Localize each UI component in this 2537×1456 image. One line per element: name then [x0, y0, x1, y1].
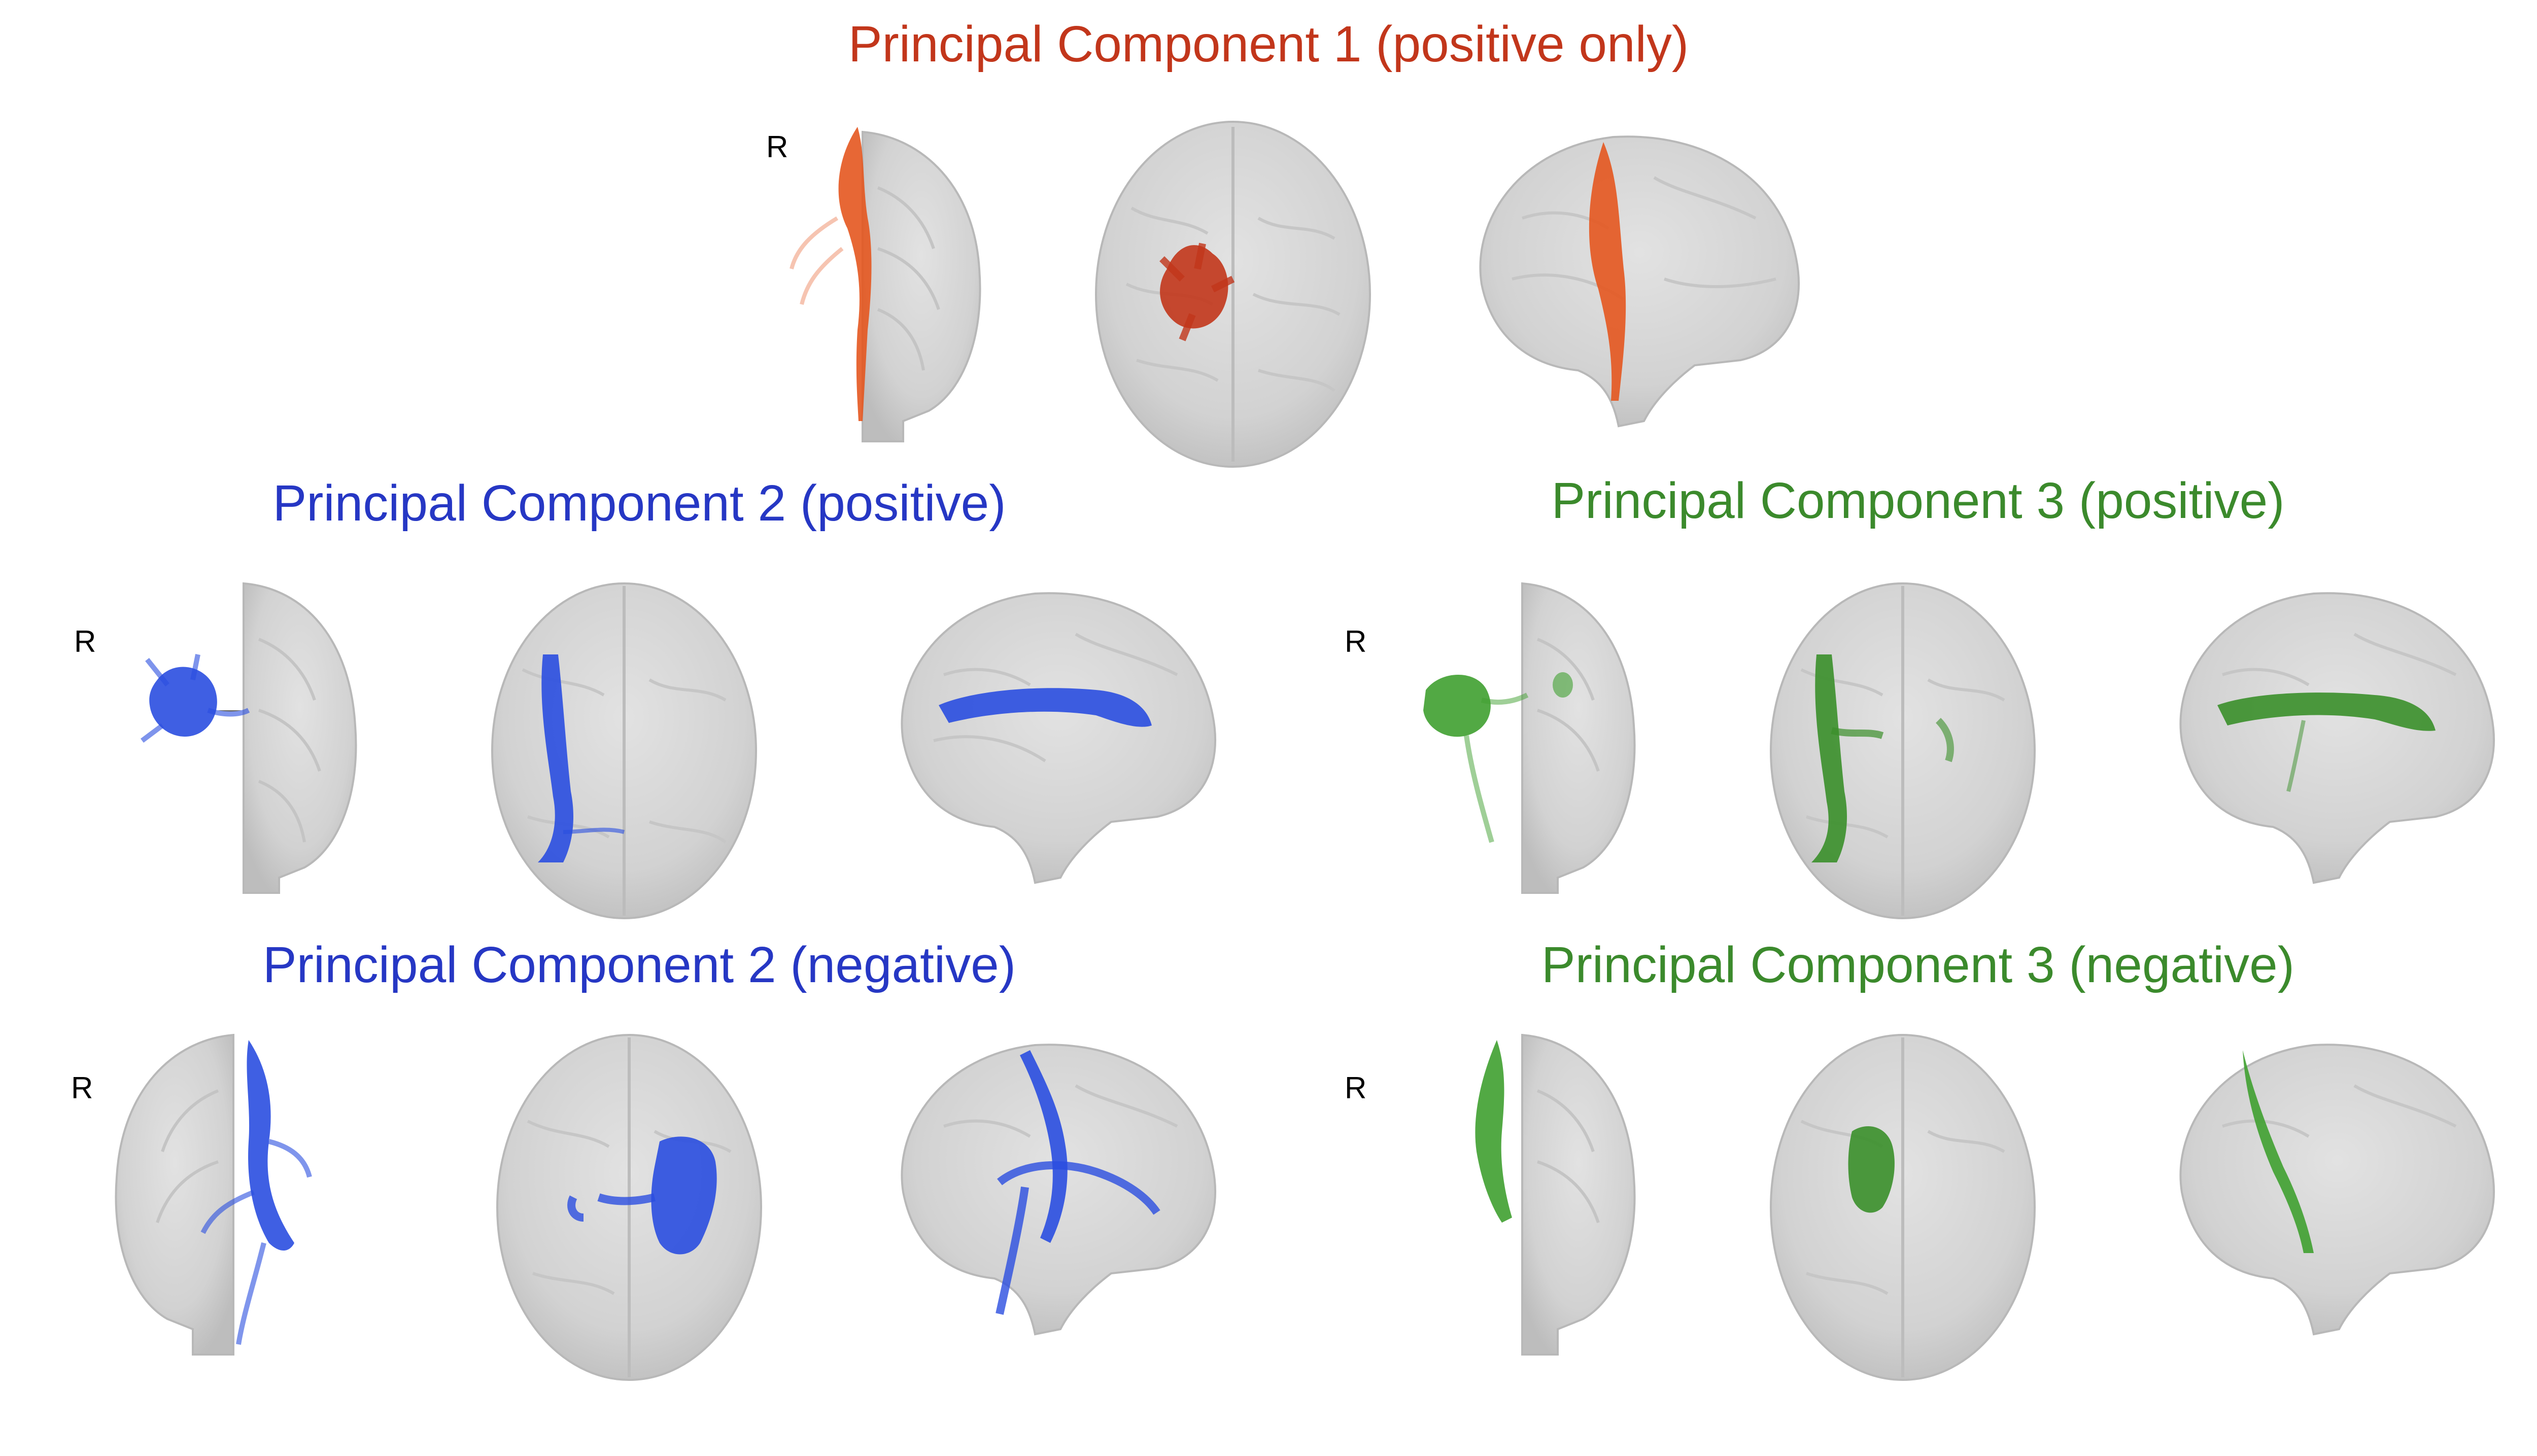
panel-pc1: Principal Component 1 (positive only) R: [685, 10, 1852, 468]
brain-sagittal: [901, 592, 1217, 884]
tract-pc2-sagittal: [939, 688, 1152, 727]
brain-sagittal: [2179, 1044, 2495, 1336]
panel-pc2-positive: Principal Component 2 (positive) R: [51, 462, 1228, 919]
tract-pc2-coronal: [247, 1040, 294, 1251]
panel-title: Principal Component 3 (negative): [1541, 937, 2295, 993]
sagittal-view: [2179, 592, 2495, 884]
panel-title: Principal Component 3 (positive): [1551, 472, 2285, 529]
coronal-view: [790, 127, 981, 442]
tract-pc3-sagittal: [2243, 1050, 2314, 1253]
sagittal-view: [901, 1044, 1217, 1336]
tract-pc2-axial: [651, 1136, 717, 1255]
brain-half-coronal: [115, 1033, 234, 1356]
axial-view: [491, 582, 757, 919]
view-row: [710, 117, 1816, 472]
coronal-view: [1475, 1033, 1636, 1356]
tract-pc3-axial: [1811, 654, 1847, 862]
brain-half-coronal: [1521, 1033, 1636, 1356]
view-row: [1370, 578, 2507, 923]
tract-pc1-axial: [1160, 245, 1228, 329]
brain-half-coronal: [862, 130, 981, 442]
tract-pc1-coronal: [838, 127, 872, 421]
panel-title: Principal Component 1 (positive only): [848, 16, 1689, 73]
coronal-view: [115, 1033, 312, 1356]
view-row: [1370, 1030, 2507, 1385]
panel-pc2-negative: Principal Component 2 (negative) R: [51, 928, 1228, 1385]
orientation-label: R: [766, 130, 788, 164]
axial-view: [1770, 582, 2036, 919]
coronal-view: [1423, 582, 1636, 894]
sagittal-view: [901, 592, 1217, 884]
brain-sagittal: [2179, 592, 2495, 884]
brain-sagittal: [1479, 135, 1800, 428]
orientation-label: R: [74, 625, 96, 658]
tract-pc3-sagittal: [2217, 692, 2436, 731]
panel-pc3-positive: Principal Component 3 (positive) R: [1329, 462, 2507, 919]
panel-title: Principal Component 2 (positive): [272, 475, 1006, 532]
panel-title: Principal Component 2 (negative): [262, 937, 1016, 993]
coronal-view: [141, 582, 357, 894]
axial-view: [1770, 1034, 2036, 1381]
sagittal-view: [1479, 135, 1800, 428]
panel-pc3-negative: Principal Component 3 (negative) R: [1329, 928, 2507, 1385]
tract-pc1-sagittal: [1589, 142, 1626, 401]
orientation-label: R: [1345, 1071, 1367, 1105]
tract-pc3-axial: [1848, 1126, 1895, 1213]
tract-pc2-sagittal: [1020, 1050, 1068, 1243]
axial-view: [1095, 121, 1371, 468]
tract-pc3-coronal: [1423, 675, 1491, 737]
sagittal-view: [2179, 1044, 2495, 1336]
tract-pc2-axial: [538, 654, 573, 862]
view-row: [91, 578, 1228, 923]
orientation-label: R: [1345, 625, 1367, 658]
tract-pc3-coronal: [1475, 1040, 1512, 1223]
orientation-label: R: [71, 1071, 93, 1105]
view-row: [81, 1030, 1228, 1385]
axial-view: [496, 1034, 762, 1381]
